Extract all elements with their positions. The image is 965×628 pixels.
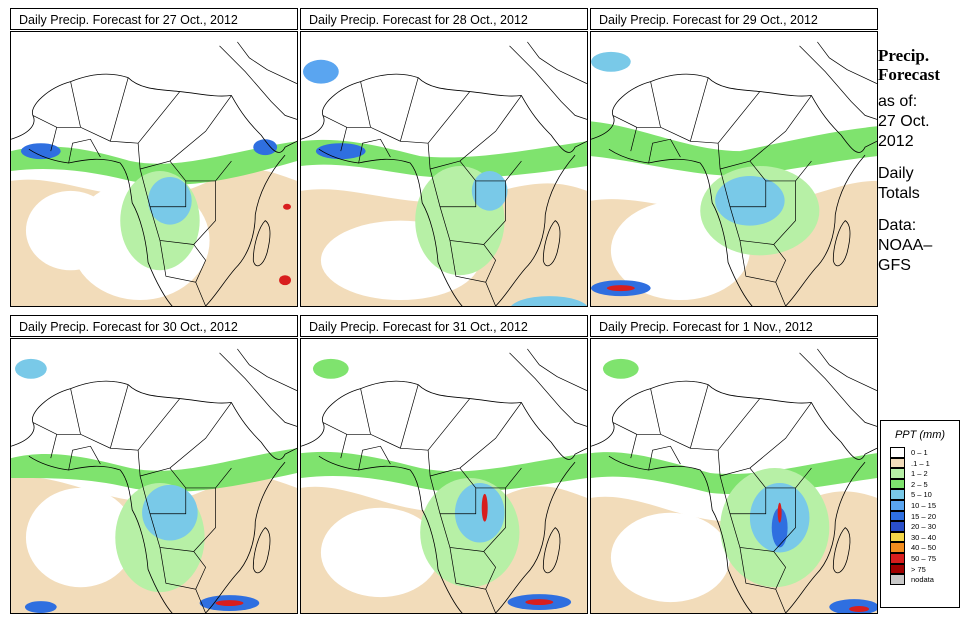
panel-title: Daily Precip. Forecast for 29 Oct., 2012: [590, 8, 878, 30]
panel-title: Daily Precip. Forecast for 31 Oct., 2012: [300, 315, 588, 337]
legend-swatch: [890, 542, 905, 553]
legend-label: .1 – 1: [911, 458, 930, 468]
legend-item: 50 – 75: [881, 552, 959, 564]
legend-item: 10 – 15: [881, 499, 959, 511]
asof-line1: as of:: [878, 93, 918, 110]
legend-item: 30 – 40: [881, 531, 959, 543]
legend-swatch: [890, 447, 905, 458]
precip-map: [590, 338, 878, 614]
legend-label: 20 – 30: [911, 522, 937, 532]
legend-swatch: [890, 478, 905, 490]
legend-label: > 75: [911, 564, 926, 574]
legend-item: 40 – 50: [881, 542, 959, 553]
legend-item: > 75: [881, 563, 959, 575]
legend-label: 1 – 2: [911, 469, 928, 479]
data-line3: GFS: [878, 257, 911, 274]
precip-map: [10, 338, 298, 614]
legend-item: 15 – 20: [881, 510, 959, 522]
legend-label: 5 – 10: [911, 490, 932, 500]
panel-title: Daily Precip. Forecast for 1 Nov., 2012: [590, 315, 878, 337]
asof-line3: 2012: [878, 133, 914, 150]
legend-label: 10 – 15: [911, 500, 937, 510]
precip-map: [300, 31, 588, 307]
panel-title: Daily Precip. Forecast for 28 Oct., 2012: [300, 8, 588, 30]
legend-item: 5 – 10: [881, 489, 959, 500]
asof-line2: 27 Oct.: [878, 113, 930, 130]
legend-swatch: [890, 489, 905, 500]
precip-map: [590, 31, 878, 307]
legend-item: 0 – 1: [881, 447, 959, 458]
legend-label: nodata: [911, 575, 934, 585]
legend-label: 40 – 50: [911, 543, 937, 553]
legend-swatch: [890, 457, 905, 469]
legend-label: 0 – 1: [911, 448, 928, 457]
precip-map: [300, 338, 588, 614]
legend-item: 20 – 30: [881, 521, 959, 532]
legend-swatch: [890, 531, 905, 543]
legend-swatch: [890, 510, 905, 522]
legend-label: 15 – 20: [911, 511, 937, 521]
daily-line1: Daily: [878, 165, 914, 182]
heading-line2: Forecast: [878, 65, 940, 84]
legend-item: .1 – 1: [881, 457, 959, 469]
panel-title: Daily Precip. Forecast for 27 Oct., 2012: [10, 8, 298, 30]
legend-swatch: [890, 521, 905, 532]
legend-label: 2 – 5: [911, 479, 928, 489]
heading-line1: Precip.: [878, 46, 930, 65]
legend-swatch: [890, 574, 905, 585]
legend-swatch: [890, 468, 905, 479]
legend-title: PPT (mm): [894, 429, 946, 441]
legend-label: 50 – 75: [911, 553, 937, 563]
side-annotation: Precip. Forecast as of: 27 Oct. 2012 Dai…: [878, 46, 964, 276]
legend-item: 1 – 2: [881, 468, 959, 479]
legend-swatch: [890, 563, 905, 575]
data-line2: NOAA–: [878, 237, 933, 254]
precip-map: [10, 31, 298, 307]
legend-swatch: [890, 499, 905, 511]
panel-title: Daily Precip. Forecast for 30 Oct., 2012: [10, 315, 298, 337]
legend-label: 30 – 40: [911, 532, 937, 542]
daily-line2: Totals: [878, 185, 920, 202]
legend-item: nodata: [881, 574, 959, 585]
legend-swatch: [890, 552, 905, 564]
data-line1: Data:: [878, 217, 917, 234]
legend-item: 2 – 5: [881, 478, 959, 490]
